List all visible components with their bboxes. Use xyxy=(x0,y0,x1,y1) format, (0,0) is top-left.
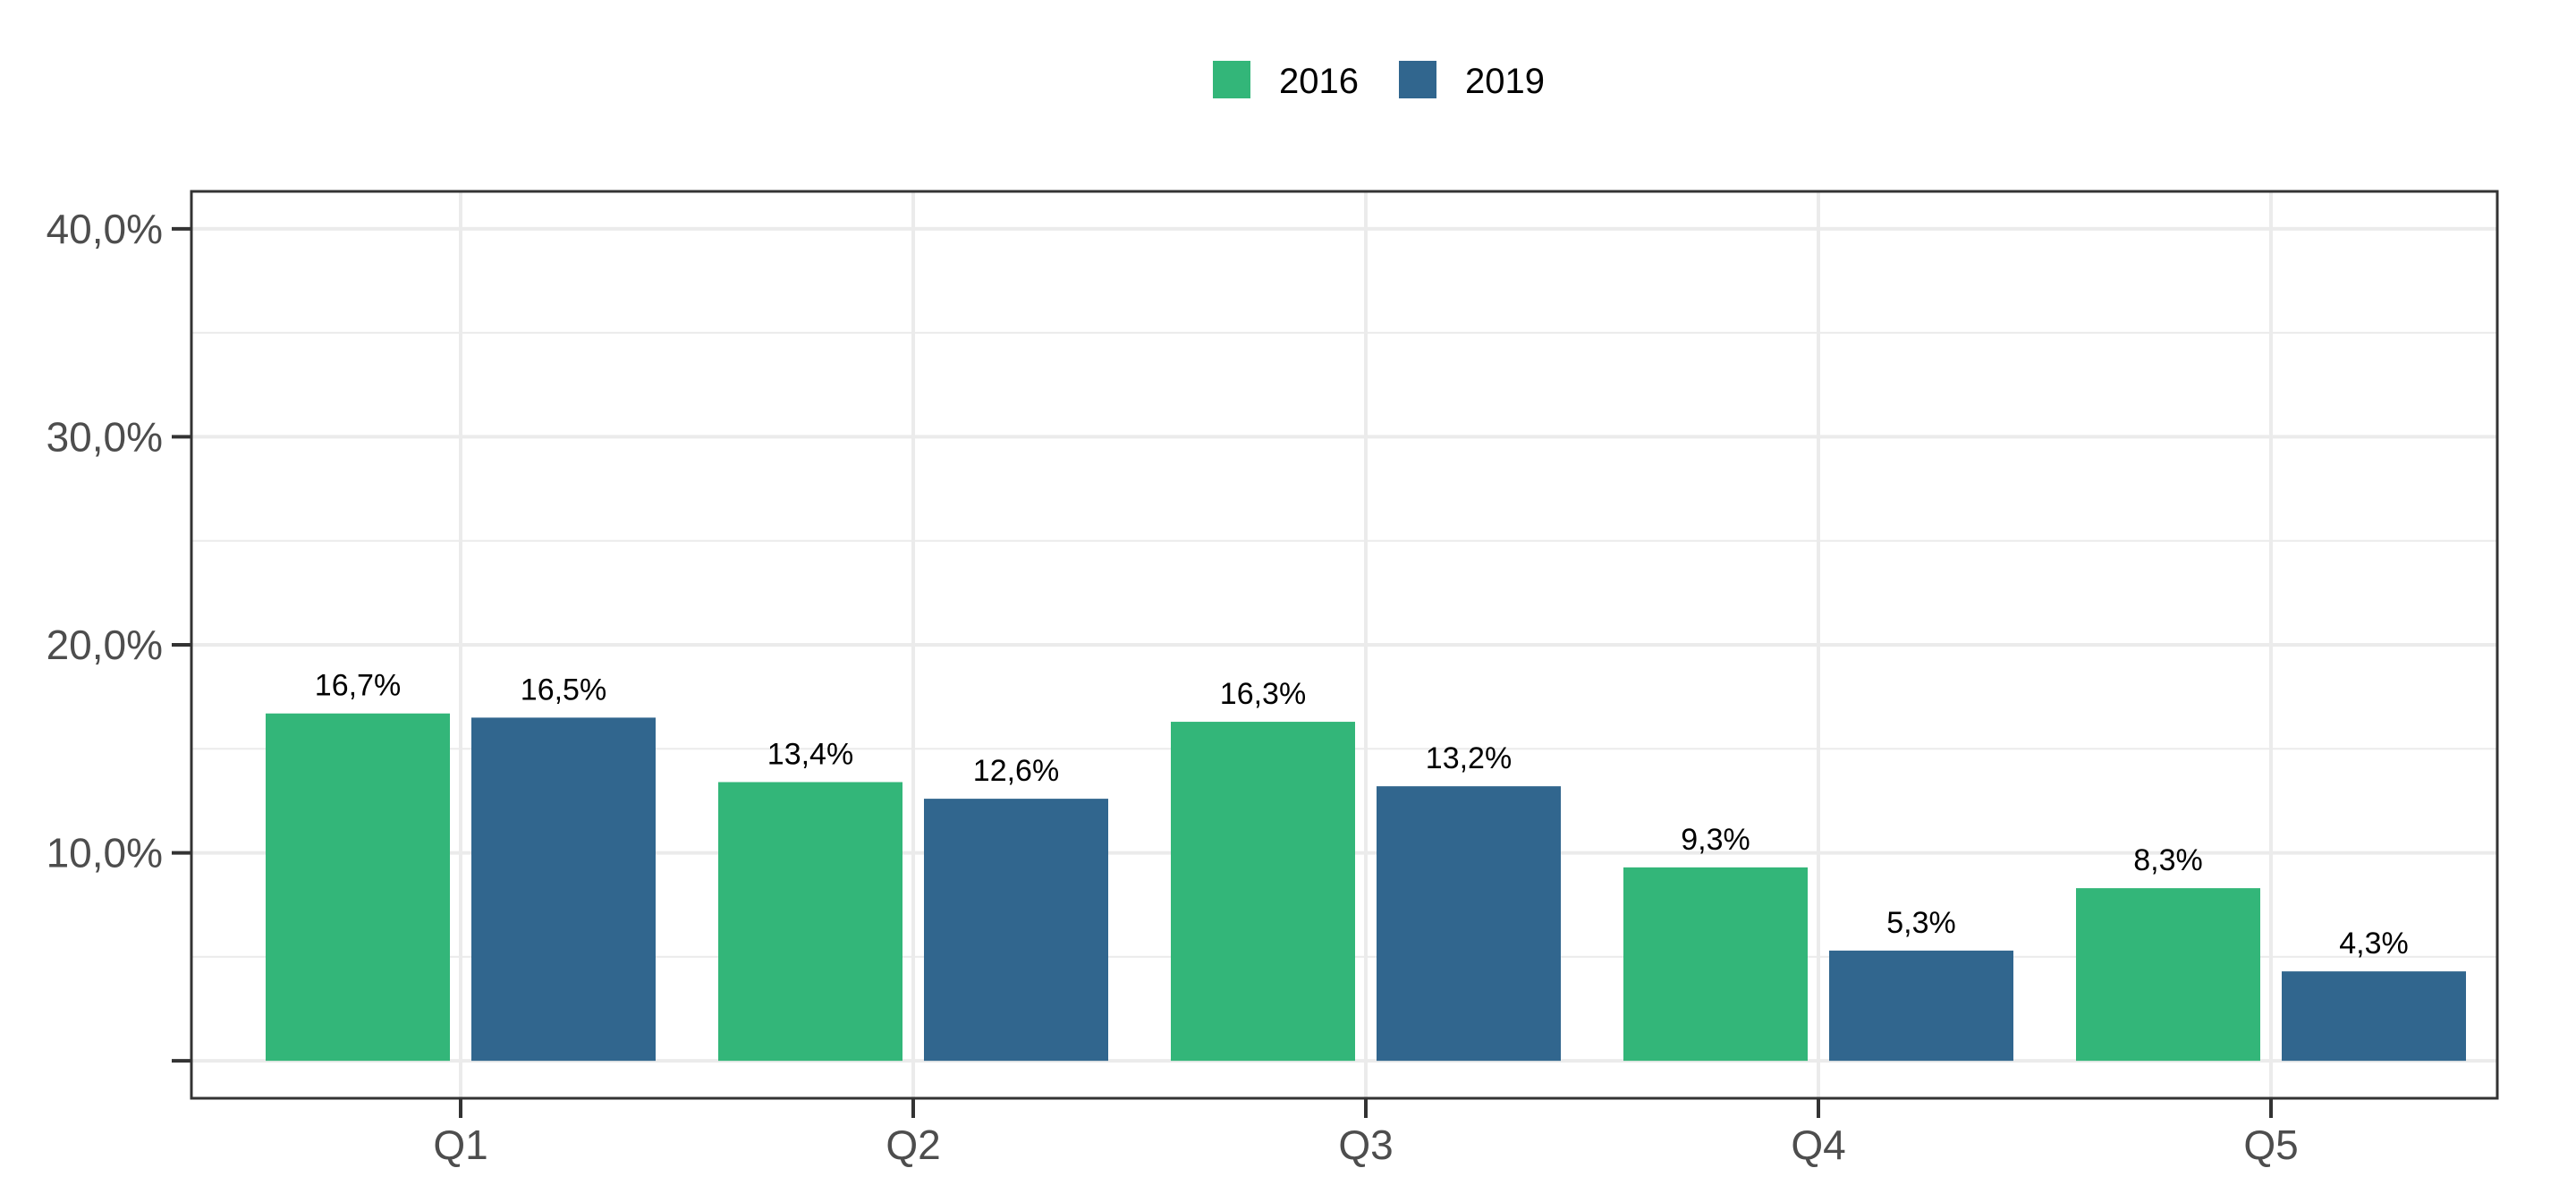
legend-label-2019: 2019 xyxy=(1465,62,1545,101)
data-label-2016-Q3: 16,3% xyxy=(1220,677,1306,711)
data-label-2019-Q4: 5,3% xyxy=(1886,906,1956,940)
legend-swatch-2016 xyxy=(1213,61,1250,98)
legend-label-2016: 2016 xyxy=(1279,62,1359,101)
data-label-2019-Q1: 16,5% xyxy=(521,673,606,707)
bar-2019-Q2 xyxy=(924,799,1108,1062)
x-tick-label-Q4: Q4 xyxy=(1791,1122,1845,1168)
x-tick-label-Q5: Q5 xyxy=(2243,1122,2298,1168)
bar-2019-Q1 xyxy=(471,717,656,1062)
data-labels: 16,7% 13,4% 16,3% 9,3% 8,3% 16,5% 12,6% 13,2% 5,… xyxy=(315,669,2409,961)
bars xyxy=(266,713,2466,1062)
x-tick-label-Q2: Q2 xyxy=(886,1122,940,1168)
y-tick-label: 30,0% xyxy=(47,413,163,460)
data-label-2019-Q2: 12,6% xyxy=(973,754,1059,788)
y-tick-label: 40,0% xyxy=(47,206,163,252)
y-tick-label: 20,0% xyxy=(47,622,163,668)
bar-2016-Q3 xyxy=(1171,722,1355,1062)
data-label-2019-Q3: 13,2% xyxy=(1426,741,1512,775)
bar-2016-Q4 xyxy=(1623,867,1808,1062)
data-label-2016-Q5: 8,3% xyxy=(2133,843,2203,877)
bar-2019-Q4 xyxy=(1829,950,2013,1062)
bar-2016-Q1 xyxy=(266,713,450,1062)
bar-2016-Q5 xyxy=(2076,888,2260,1062)
legend-swatch-2019 xyxy=(1399,61,1436,98)
x-tick-label-Q1: Q1 xyxy=(433,1122,487,1168)
data-label-2016-Q1: 16,7% xyxy=(315,669,401,703)
y-axis: 10,0% 20,0% 30,0% 40,0% xyxy=(47,206,191,1063)
bar-2016-Q2 xyxy=(718,782,902,1062)
data-label-2016-Q4: 9,3% xyxy=(1681,823,1750,857)
x-tick-label-Q3: Q3 xyxy=(1338,1122,1393,1168)
bar-2019-Q3 xyxy=(1377,786,1561,1062)
x-axis: Q1 Q2 Q3 Q4 Q5 xyxy=(433,1098,2299,1168)
legend: 2016 2019 xyxy=(1213,61,1545,101)
bar-2019-Q5 xyxy=(2282,971,2466,1062)
data-label-2016-Q2: 13,4% xyxy=(767,737,853,771)
data-label-2019-Q5: 4,3% xyxy=(2339,927,2409,961)
y-tick-label: 10,0% xyxy=(47,830,163,876)
